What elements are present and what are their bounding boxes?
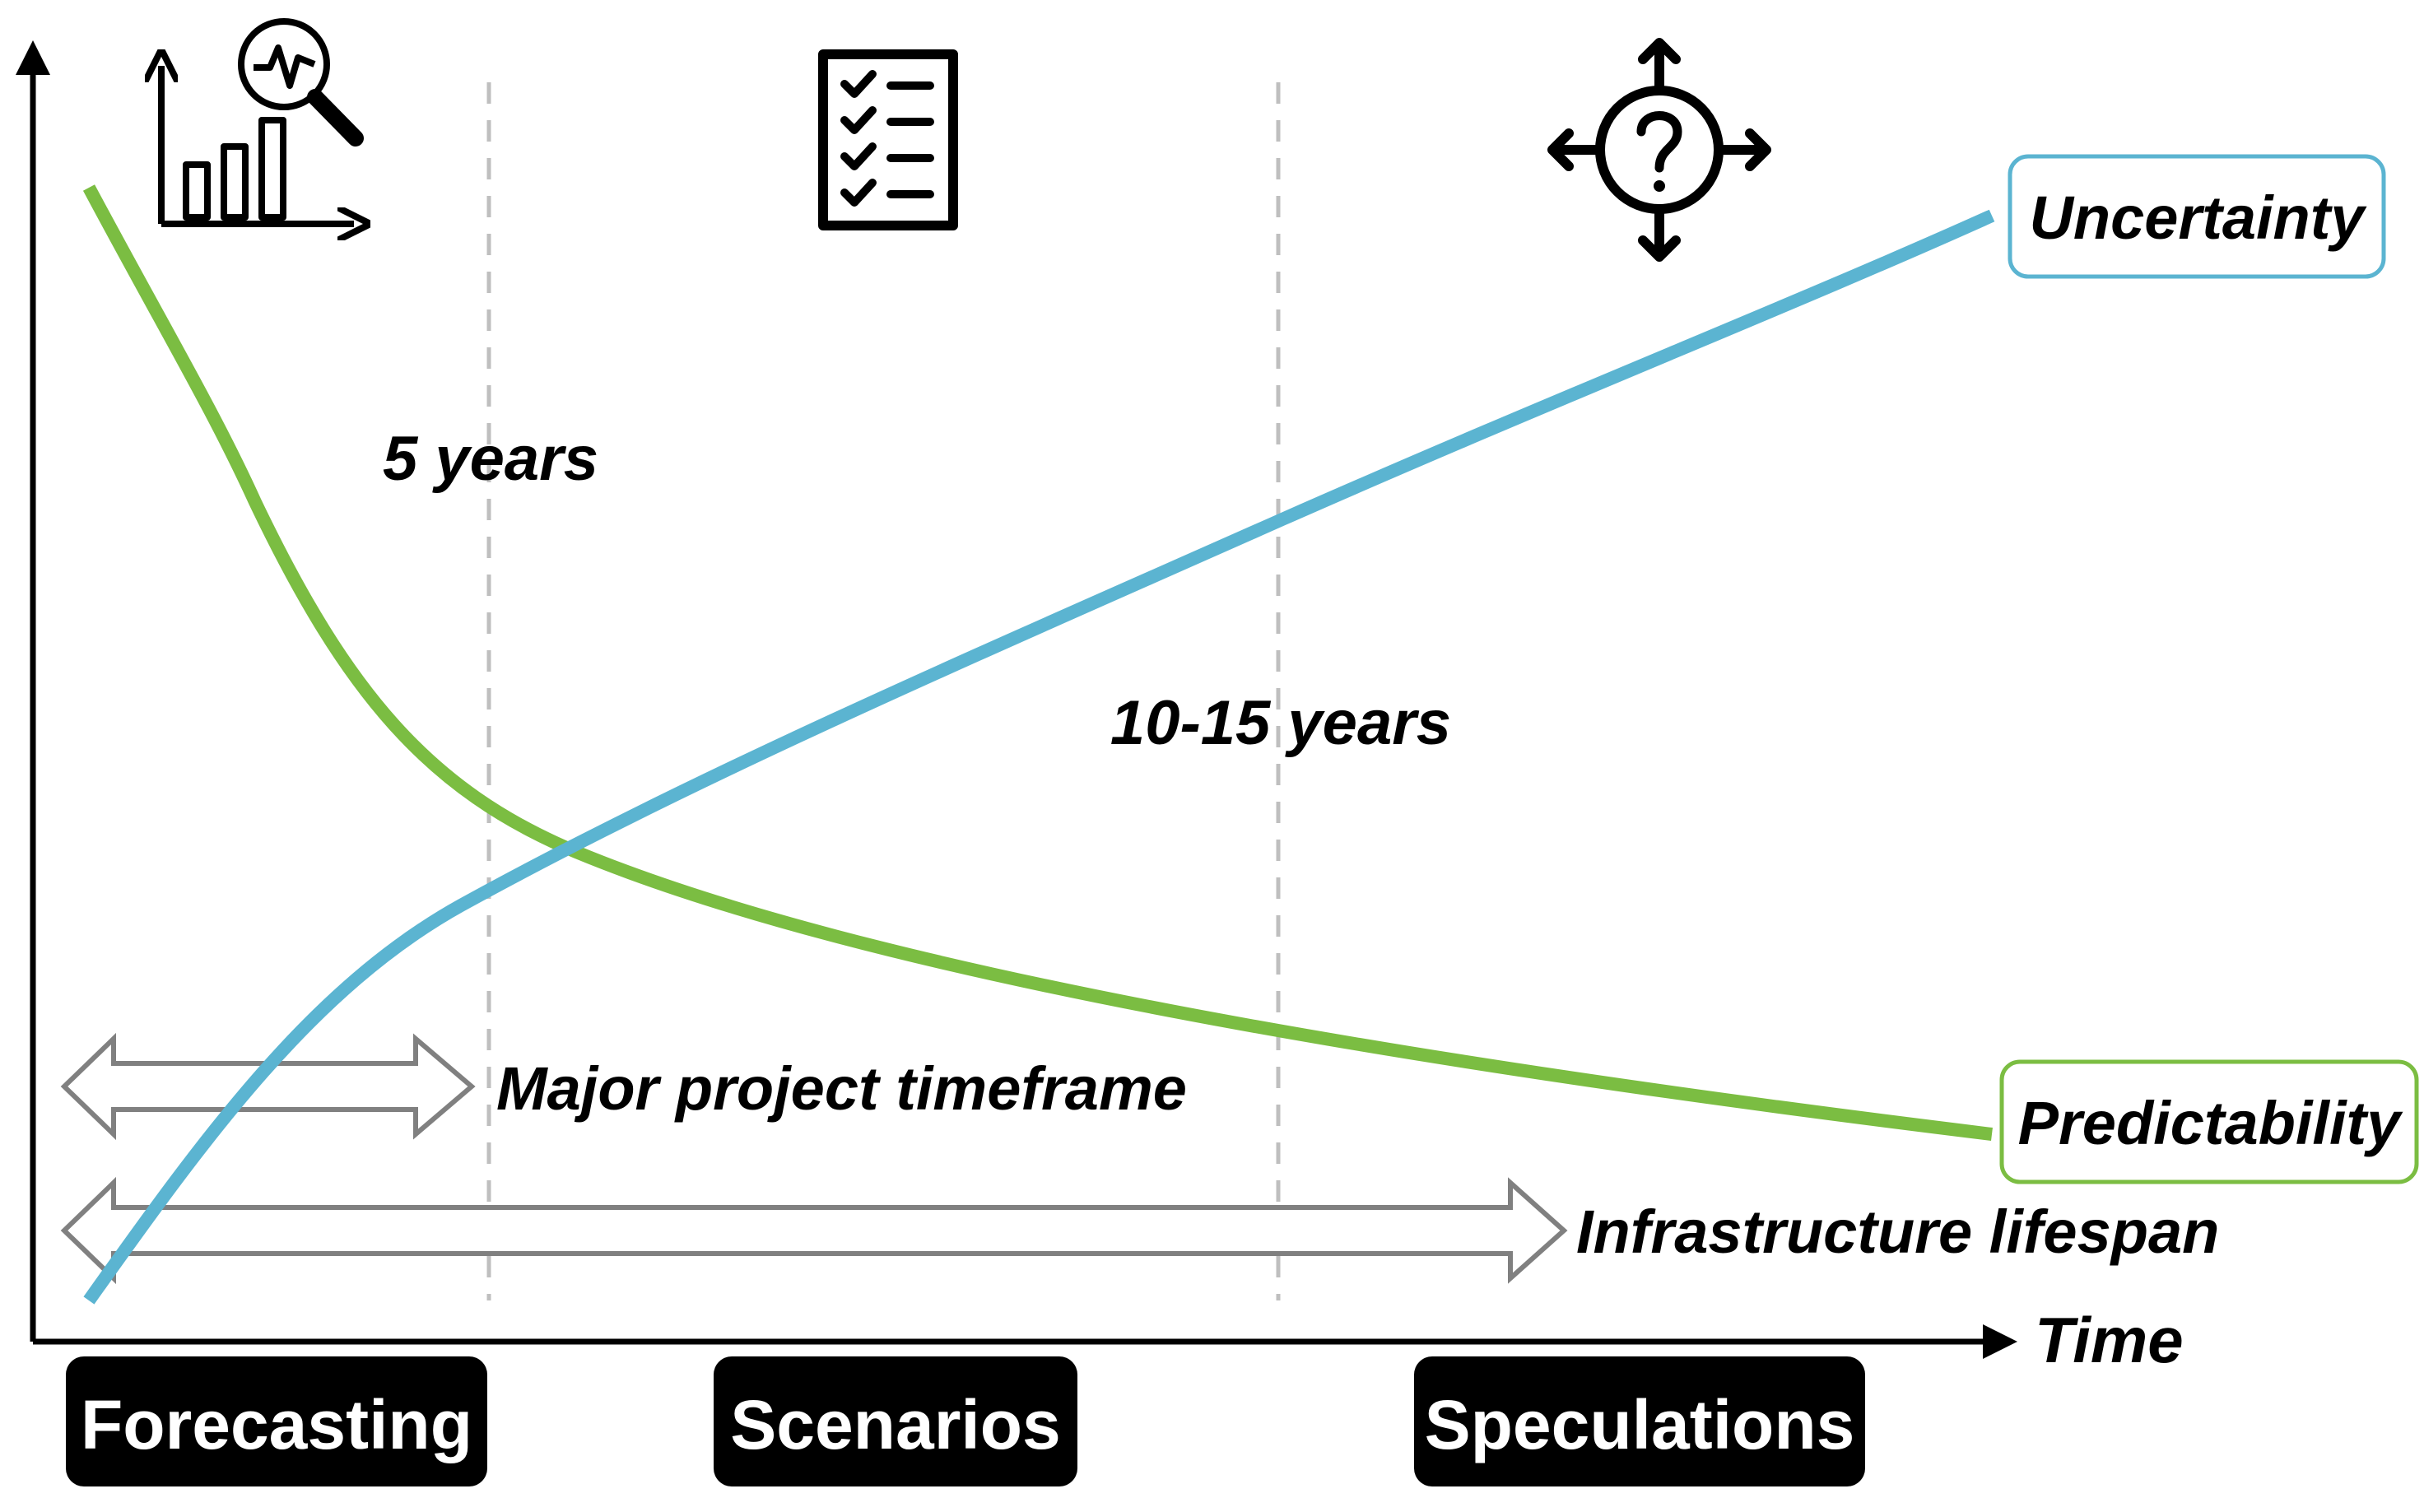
phase-badge-forecasting [66, 1356, 487, 1486]
predictability-curve [82, 184, 1993, 1141]
predictability-label: Predictability [2018, 1089, 2404, 1157]
infrastructure-lifespan-arrow-shape [60, 1176, 1568, 1285]
project-timeframe-arrow-shape [60, 1032, 476, 1141]
x-axis-label: Time [2035, 1304, 2184, 1376]
uncertainty-curve [83, 209, 1995, 1305]
uncertainty-label-box [2008, 154, 2386, 279]
uncertainty-label: Uncertainty [2029, 184, 2367, 252]
span-label-infrastructure: Infrastructure lifespan [1576, 1198, 2219, 1266]
bar-chart-analysis-icon [161, 18, 356, 224]
phase-label-scenarios: Scenarios [730, 1386, 1061, 1463]
period-label-10-15-years: 10-15 years [1110, 688, 1451, 758]
span-label-project: Major project timeframe [496, 1054, 1187, 1123]
phase-label-forecasting: Forecasting [81, 1386, 472, 1463]
phase-badge-speculations [1414, 1356, 1865, 1486]
period-label-5-years: 5 years [383, 424, 598, 494]
phase-label-speculations: Speculations [1425, 1386, 1855, 1463]
phase-badge-scenarios [714, 1356, 1077, 1486]
question-arrows-icon [1547, 38, 1771, 262]
checklist-icon [818, 49, 958, 230]
predictability-label-box [1999, 1059, 2419, 1184]
